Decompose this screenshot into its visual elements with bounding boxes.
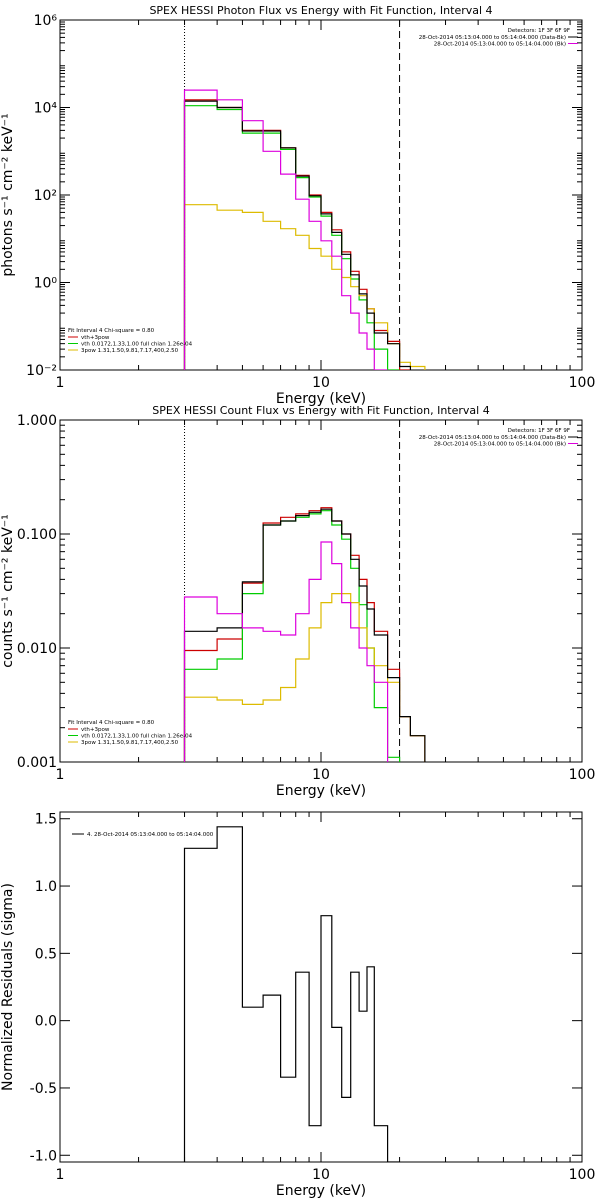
panel-3: 1 10 100 Energy (keV) -1.0 -0.5 0.0 0.5 1.0 1.5 No… <box>0 811 596 1199</box>
legend-header: Fit Interval 4 Chi-square = 0.80 <box>68 720 155 726</box>
chart-title: SPEX HESSI Photon Flux vs Energy with Fi… <box>149 4 492 17</box>
x-tick-label: 100 <box>569 1167 596 1183</box>
legend-item: 3pow 1.31,1.50,9.81,7.17,400,2.50 <box>81 740 179 746</box>
series-data <box>183 100 411 370</box>
series-vth-plus-3pow <box>183 507 426 762</box>
series-bk <box>183 89 388 370</box>
x-tick-label: 100 <box>569 375 596 391</box>
series-group <box>183 826 400 1162</box>
legend: 4. 28-Oct-2014 05:13:04.000 to 05:14:04.… <box>72 832 214 838</box>
series-3pow <box>183 204 426 370</box>
x-tick-label: 1 <box>56 1167 65 1183</box>
y-tick-label: -0.5 <box>30 1081 57 1097</box>
series-data <box>183 508 426 762</box>
x-tick-label: 10 <box>312 375 330 391</box>
y-tick-label: 10⁰ <box>34 276 58 292</box>
y-tick-label: 10⁴ <box>34 101 58 117</box>
series-group <box>183 507 426 762</box>
x-axis-label: Energy (keV) <box>276 783 366 799</box>
detectors-label: Detectors: 1F 3F 6F 9F <box>508 28 570 34</box>
x-axis-label: Energy (keV) <box>276 1183 366 1199</box>
interval-label: 28-Oct-2014 05:13:04.000 to 05:14:04.000… <box>419 435 566 441</box>
y-axis-label: photons s⁻¹ cm⁻² keV⁻¹ <box>0 113 16 276</box>
y-tick-label: 0.0 <box>35 1014 57 1030</box>
legend: Fit Interval 4 Chi-square = 0.80vth+3pow… <box>68 328 193 354</box>
x-tick-label: 10 <box>312 1167 330 1183</box>
y-axis-label: counts s⁻¹ cm⁻² keV⁻¹ <box>0 514 16 668</box>
chart-title: SPEX HESSI Count Flux vs Energy with Fit… <box>152 404 489 417</box>
panel-1: SPEX HESSI Photon Flux vs Energy with Fi… <box>0 4 595 407</box>
legend: Fit Interval 4 Chi-square = 0.80vth+3pow… <box>68 720 193 746</box>
y-tick-label: 0.010 <box>17 641 57 657</box>
y-tick-label: 1.0 <box>35 879 57 895</box>
interval-label: 28-Oct-2014 05:13:04.000 to 05:14:04.000… <box>434 42 566 48</box>
legend-item: 4. 28-Oct-2014 05:13:04.000 to 05:14:04.… <box>87 832 214 838</box>
legend-item: vth 0.0172,1.33,1.00 full chian 1.26e-04 <box>81 342 193 348</box>
y-tick-label: 1.5 <box>35 812 57 828</box>
y-tick-label: -1.0 <box>30 1148 57 1164</box>
series-group <box>183 89 426 370</box>
interval-label: 28-Oct-2014 05:13:04.000 to 05:14:04.000… <box>419 35 566 41</box>
legend-header: Fit Interval 4 Chi-square = 0.80 <box>68 328 155 334</box>
legend-item: vth+3pow <box>81 727 110 733</box>
legend-item: vth+3pow <box>81 335 110 341</box>
y-axis-label: Normalized Residuals (sigma) <box>0 883 16 1091</box>
detectors-label: Detectors: 1F 3F 6F 9F <box>508 428 570 434</box>
x-axis-label: Energy (keV) <box>276 391 366 407</box>
plot-frame <box>59 419 583 763</box>
interval-label: 28-Oct-2014 05:13:04.000 to 05:14:04.000… <box>434 442 566 448</box>
y-tick-label: 10⁻² <box>26 363 57 379</box>
x-tick-label: 100 <box>569 767 596 783</box>
x-tick-label: 10 <box>312 767 330 783</box>
y-tick-label: 0.001 <box>17 755 57 771</box>
y-tick-label: 0.100 <box>17 527 57 543</box>
series-4 <box>183 826 400 1162</box>
y-tick-label: 10⁶ <box>34 13 58 29</box>
series-3pow <box>183 593 426 762</box>
x-tick-label: 1 <box>56 767 65 783</box>
y-tick-label: 1.000 <box>17 413 57 429</box>
y-tick-label: 10² <box>34 188 57 204</box>
legend-item: 3pow 1.31,1.50,9.81,7.17,400,2.50 <box>81 348 179 354</box>
series-vth <box>183 105 400 370</box>
legend-item: vth 0.0172,1.33,1.00 full chian 1.26e-04 <box>81 734 193 740</box>
series-bk <box>183 541 389 762</box>
panel-2: SPEX HESSI Count Flux vs Energy with Fit… <box>0 404 595 799</box>
y-tick-label: 0.5 <box>35 946 57 962</box>
x-tick-label: 1 <box>56 375 65 391</box>
